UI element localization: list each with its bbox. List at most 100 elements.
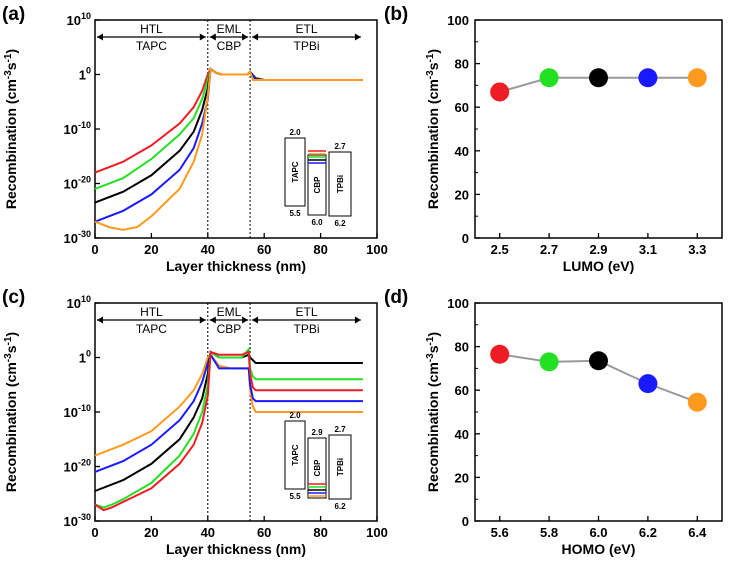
x-tick-label: 6.2 (639, 525, 657, 540)
inset-box-tapc (284, 137, 306, 207)
y-tick-exp: -10 (78, 403, 91, 413)
data-point-blue (638, 374, 658, 394)
chart-panel-1: (b) 2.5 2.7 2.9 3.1 3.3 0 20 40 60 80 100 LUMO (eV) (384, 4, 723, 274)
x-tick-label: 6.4 (688, 525, 707, 540)
region-name: HTL (140, 305, 163, 319)
inset-bottom-level: 5.5 (289, 209, 301, 218)
y-tick-label: 20 (455, 470, 469, 485)
y-tick-label: 100 (447, 13, 469, 28)
arrow-head-right (199, 316, 206, 324)
y-axis-label-part: Recombination (cm (3, 362, 19, 492)
region-name: EML (217, 305, 242, 319)
arrow-head-right (199, 33, 206, 41)
y-axis-label-part: Recombination (cm (425, 362, 441, 492)
series-line-blue (94, 352, 363, 473)
inset-box-tpbi (328, 434, 352, 500)
x-tick-label: 20 (144, 525, 158, 540)
x-tick-label: 0 (91, 242, 98, 257)
region-material: CBP (217, 322, 242, 336)
inset-box-cbp (307, 154, 327, 216)
inset-top-level: 2.9 (311, 428, 323, 437)
inset-material: TAPC (291, 444, 300, 465)
x-axis-label: Layer thickness (nm) (166, 258, 306, 274)
x-axis-label: HOMO (eV) (562, 541, 636, 557)
y-tick-label: 0 (462, 514, 469, 529)
y-axis-label-part: Recombination (cm (425, 79, 441, 209)
data-point-red (490, 82, 510, 102)
region-material: TAPC (136, 39, 167, 53)
data-point-green (539, 352, 559, 372)
y-tick-label: 60 (455, 383, 469, 398)
x-tick-label: 20 (144, 242, 158, 257)
inset-top-level: 2.0 (289, 128, 301, 137)
y-tick-base: 1 (79, 351, 86, 366)
y-tick-label: 20 (455, 187, 469, 202)
y-axis-label: Recombination (cm-3s-1) (425, 49, 441, 209)
x-axis-label: LUMO (eV) (563, 258, 635, 274)
x-tick-label: 2.5 (491, 242, 509, 257)
y-tick-exp: -30 (78, 229, 91, 239)
inset-top-level: 2.0 (289, 411, 301, 420)
y-tick-exp: 0 (86, 349, 91, 359)
y-axis-label-part: -3 (425, 353, 436, 362)
y-tick-label: 10-30 (64, 229, 91, 246)
y-tick-label: 80 (455, 57, 469, 72)
x-tick-label: 100 (366, 242, 388, 257)
x-tick-label: 0 (91, 525, 98, 540)
panel-label: (d) (384, 287, 408, 308)
y-tick-label: 10-10 (64, 403, 91, 420)
x-axis-label: Layer thickness (nm) (166, 541, 306, 557)
y-tick-label: 100 (447, 296, 469, 311)
arrow-head-left (97, 33, 103, 41)
inset-bottom-level: 6.2 (334, 219, 346, 228)
arrow-head-left (97, 316, 103, 324)
y-axis-label-part: -3 (3, 70, 14, 79)
x-tick-label: 60 (257, 242, 271, 257)
x-tick-label: 3.3 (688, 242, 706, 257)
y-axis-label-part: ) (425, 332, 441, 337)
plot-frame (474, 302, 723, 522)
y-tick-label: 60 (455, 100, 469, 115)
data-point-red (490, 344, 510, 364)
y-tick-label: 10-10 (64, 120, 91, 137)
y-tick-exp: 10 (81, 294, 91, 304)
energy-level-inset: TAPC 2.0 5.5 CBP 2.9 TPBi 2.7 6.2 (284, 411, 352, 511)
arrow-head-right (354, 316, 361, 324)
x-tick-label: 6.0 (589, 525, 607, 540)
y-tick-exp: 10 (81, 11, 91, 21)
y-tick-label: 1010 (67, 11, 91, 28)
x-tick-label: 100 (366, 525, 388, 540)
y-tick-exp: -10 (78, 120, 91, 130)
y-axis-label-part: Recombination (cm (3, 79, 19, 209)
y-tick-label: 10-20 (64, 175, 91, 192)
y-axis-label-part: -1 (425, 336, 436, 345)
inset-box-tpbi (328, 151, 352, 217)
data-point-black (589, 351, 608, 371)
y-tick-label: 80 (455, 340, 469, 355)
y-tick-base: 10 (67, 296, 81, 311)
y-axis-label-part: s (425, 345, 441, 353)
region-material: TAPC (136, 322, 167, 336)
y-axis-label-part: -3 (425, 70, 436, 79)
region-material: TPBi (293, 322, 319, 336)
inset-bottom-level: 5.5 (289, 492, 301, 501)
y-tick-label: 10-20 (64, 458, 91, 475)
x-tick-label: 2.9 (589, 242, 607, 257)
chart-panel-3: (d) 5.6 5.8 6.0 6.2 6.4 0 20 40 60 80 100 HOMO (eV) (384, 287, 723, 557)
panel-label: (b) (384, 4, 408, 25)
y-axis-label: Recombination (cm-3s-1) (3, 332, 19, 492)
y-tick-base: 10 (67, 13, 81, 28)
y-axis-label-part: -3 (3, 353, 14, 362)
y-tick-exp: -30 (78, 512, 91, 522)
arrow-head-left (252, 316, 259, 324)
y-tick-base: 10 (64, 177, 78, 192)
inset-material: TPBi (336, 175, 345, 193)
data-point-orange (687, 68, 707, 88)
panel-label: (c) (2, 287, 25, 308)
y-axis-label: Recombination (cm-3s-1) (3, 49, 19, 209)
series-line-red (94, 350, 363, 512)
region-name: EML (217, 22, 242, 36)
x-tick-label: 40 (201, 242, 215, 257)
